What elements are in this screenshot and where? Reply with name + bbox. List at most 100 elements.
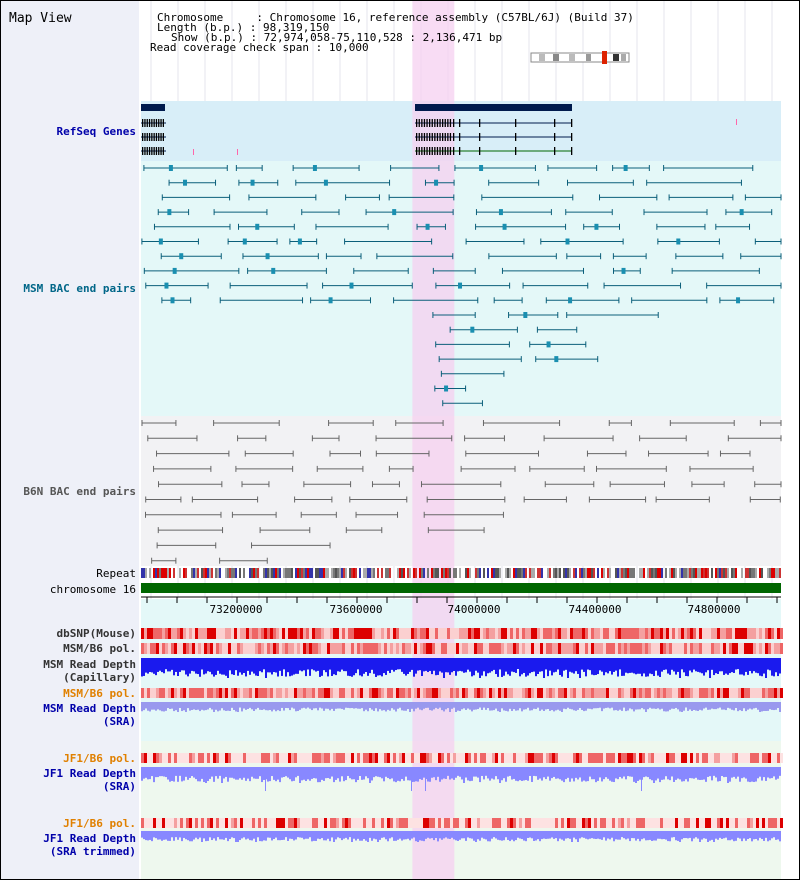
jf1-depth-sra-label-1[interactable]: JF1 Read Depth	[43, 767, 136, 780]
polymorphism-cell	[324, 753, 327, 763]
read-depth-bar	[715, 658, 717, 674]
polymorphism-cell	[312, 688, 315, 698]
repeat-element	[441, 568, 443, 578]
read-depth-bar	[431, 702, 433, 711]
b6n-bac-label[interactable]: B6N BAC end pairs	[23, 485, 136, 498]
read-depth-bar	[689, 831, 691, 838]
read-depth-bar	[233, 831, 235, 839]
polymorphism-cell	[153, 688, 156, 698]
ideogram-position-marker	[602, 51, 607, 64]
polymorphism-cell	[261, 753, 264, 763]
msm-depth-sra-label-1[interactable]: MSM Read Depth	[43, 702, 136, 715]
read-depth-bar	[167, 767, 169, 780]
polymorphism-cell	[549, 753, 552, 763]
read-depth-bar	[641, 658, 643, 677]
read-depth-bar	[195, 702, 197, 711]
polymorphism-cell	[594, 628, 597, 639]
polymorphism-cell	[642, 688, 645, 698]
read-depth-bar	[375, 831, 377, 840]
repeat-element	[531, 568, 533, 578]
msm-bac-label[interactable]: MSM BAC end pairs	[23, 282, 136, 295]
polymorphism-cell	[390, 688, 393, 698]
read-depth-bar	[199, 831, 201, 838]
polymorphism-cell	[750, 628, 753, 639]
polymorphism-cell	[396, 688, 399, 698]
polymorphism-cell	[531, 818, 534, 828]
read-depth-bar	[661, 658, 663, 672]
polymorphism-cell	[513, 643, 516, 654]
read-depth-bar	[751, 658, 753, 674]
read-depth-bar	[495, 702, 497, 709]
polymorphism-cell	[402, 628, 405, 639]
msm-depth-capillary-label-1[interactable]: MSM Read Depth	[43, 658, 136, 671]
polymorphism-cell	[204, 818, 207, 828]
read-depth-bar	[161, 767, 163, 777]
polymorphism-cell	[516, 628, 519, 639]
repeat-element	[537, 568, 539, 578]
read-depth-bar	[711, 658, 713, 670]
read-depth-bar	[709, 658, 711, 678]
read-depth-bar	[429, 658, 431, 671]
read-depth-bar	[599, 831, 601, 840]
polymorphism-cell	[726, 688, 729, 698]
polymorphism-cell	[363, 688, 366, 698]
read-depth-bar	[465, 767, 467, 778]
read-depth-bar	[535, 702, 537, 710]
polymorphism-cell	[210, 628, 213, 639]
read-depth-bar	[753, 831, 755, 840]
refseq-exon	[426, 133, 428, 141]
read-depth-bar	[285, 831, 287, 838]
read-depth-bar	[243, 831, 245, 838]
read-depth-bar	[509, 831, 511, 842]
read-depth-bar	[533, 702, 535, 709]
polymorphism-cell	[588, 818, 591, 828]
refseq-genes-label[interactable]: RefSeq Genes	[56, 125, 136, 138]
read-depth-bar	[603, 767, 605, 780]
polymorphism-cell	[567, 818, 570, 828]
read-depth-bar	[217, 767, 219, 779]
polymorphism-cell	[339, 628, 342, 639]
msm-b6-pol-sra-label[interactable]: MSM/B6 pol.	[63, 687, 136, 700]
dbsnp-label[interactable]: dbSNP(Mouse)	[56, 627, 136, 640]
read-depth-bar	[507, 658, 509, 675]
read-depth-bar	[293, 658, 295, 675]
read-depth-bar	[503, 702, 505, 711]
read-depth-bar	[349, 702, 351, 709]
read-depth-bar	[533, 658, 535, 672]
chromosome-label[interactable]: chromosome 16	[49, 583, 136, 596]
read-depth-bar	[697, 658, 699, 672]
jf1-b6-pol-trim-label[interactable]: JF1/B6 pol.	[63, 817, 136, 830]
read-depth-bar	[377, 658, 379, 676]
read-depth-bar	[619, 702, 621, 710]
msm-b6-pol-label[interactable]: MSM/B6 pol.	[63, 642, 136, 655]
polymorphism-cell	[399, 818, 402, 828]
polymorphism-cell	[456, 818, 459, 828]
jf1-depth-trim-label-1[interactable]: JF1 Read Depth	[43, 832, 136, 845]
polymorphism-cell	[144, 628, 147, 639]
read-depth-bar	[201, 702, 203, 710]
polymorphism-cell	[579, 628, 582, 639]
polymorphism-cell	[576, 818, 579, 828]
jf1-b6-pol-label[interactable]: JF1/B6 pol.	[63, 752, 136, 765]
read-depth-bar	[345, 658, 347, 672]
polymorphism-cell	[267, 628, 270, 639]
read-depth-bar	[273, 658, 275, 673]
polymorphism-cell	[777, 753, 780, 763]
repeat-element	[777, 568, 779, 578]
polymorphism-cell	[645, 753, 648, 763]
read-depth-bar	[261, 702, 263, 710]
read-depth-bar	[371, 767, 373, 781]
read-depth-bar	[657, 702, 659, 709]
read-depth-bar	[419, 658, 421, 671]
polymorphism-cell	[615, 753, 618, 763]
polymorphism-cell	[594, 688, 597, 698]
read-depth-bar	[655, 702, 657, 709]
repeat-element	[695, 568, 697, 578]
polymorphism-cell	[186, 818, 189, 828]
polymorphism-cell	[480, 753, 483, 763]
polymorphism-cell	[327, 753, 330, 763]
repeat-label[interactable]: Repeat	[96, 567, 136, 580]
read-depth-bar	[451, 767, 453, 779]
